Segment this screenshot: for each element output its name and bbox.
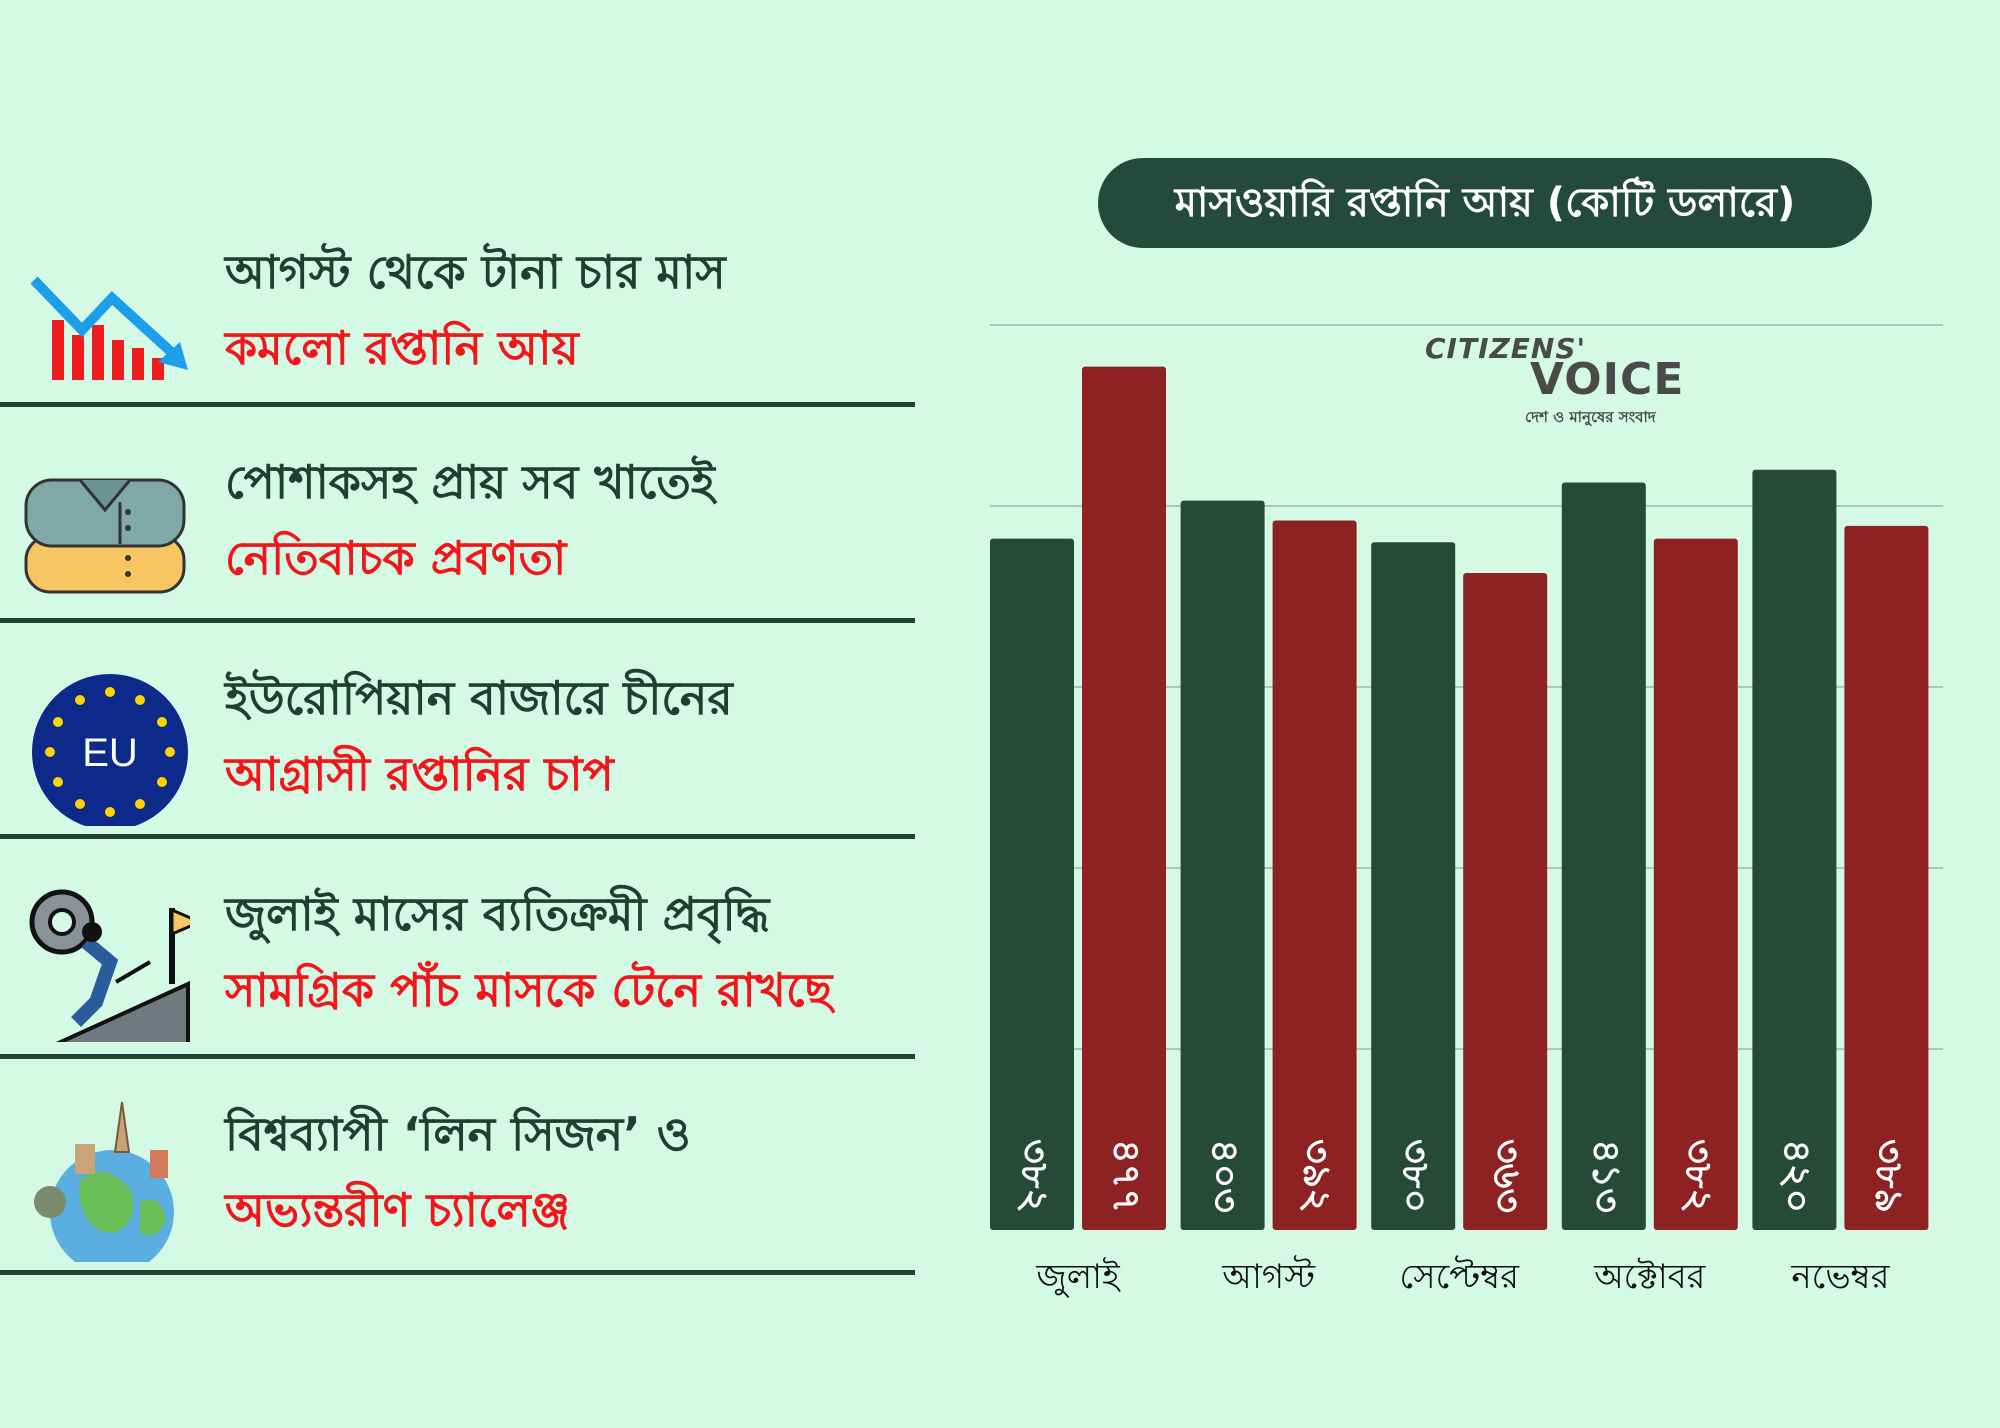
divider-5	[0, 1270, 915, 1275]
bar-red-5	[1844, 525, 1929, 1230]
point-1-line1: আগস্ট থেকে টানা চার মাস	[225, 245, 726, 299]
point-4-line2: সামগ্রিক পাঁচ মাসকে টেনে রাখছে	[225, 963, 833, 1017]
bar-value-label: ৪২০	[1775, 1139, 1819, 1213]
point-1-text: আগস্ট থেকে টানা চার মাস কমলো রপ্তানি আয়	[225, 234, 915, 386]
bar-green-4	[1561, 482, 1646, 1231]
bar-red-2	[1272, 520, 1357, 1230]
eu-icon-label: EU	[82, 731, 138, 775]
watermark-brand-top: CITIZENS'	[1425, 332, 1587, 365]
x-axis-tick-label: জুলাই	[1035, 1257, 1121, 1297]
watermark-tagline: দেশ ও মানুষের সংবাদ	[1525, 408, 1656, 426]
point-4-line1: জুলাই মাসের ব্যতিক্রমী প্রবৃদ্ধি	[225, 887, 770, 941]
point-3-line2: আগ্রাসী রপ্তানির চাপ	[225, 747, 614, 801]
bar-green-3	[1371, 542, 1456, 1230]
bar-green-5	[1752, 469, 1837, 1230]
point-3: EU ইউরোপিয়ান বাজারে চীনের আগ্রাসী রপ্তা…	[0, 626, 915, 842]
point-5-text: বিশ্বব্যাপী ‘লিন সিজন’ ও অভ্যন্তরীণ চ্যা…	[225, 1096, 915, 1248]
bar-chart: ৩৮২ ৪৭৭ জুলাই ৪০৩ ৩৯২ আগস্ট ৩৮০ ৩৬৩ সেপ্টেম্বর ৪১…	[990, 324, 1943, 1297]
bar-red-3	[1463, 572, 1548, 1230]
chart-title: মাসওয়ারি রপ্তানি আয় (কোটি ডলারে)	[1098, 158, 1872, 248]
divider-3	[0, 834, 915, 839]
bar-value-label: ৪৭৭	[1105, 1139, 1149, 1213]
point-3-text: ইউরোপিয়ান বাজারে চীনের আগ্রাসী রপ্তানির…	[225, 660, 915, 812]
watermark-brand-main: VOICE	[1530, 354, 1685, 405]
x-axis-tick-label: সেপ্টেম্বর	[1399, 1255, 1520, 1297]
x-axis-tick-label: অক্টোবর	[1593, 1257, 1706, 1297]
folded-shirts-icon	[20, 440, 190, 610]
point-4: জুলাই মাসের ব্যতিক্রমী প্রবৃদ্ধি সামগ্রি…	[0, 842, 915, 1058]
divider-4	[0, 1054, 915, 1059]
point-1: আগস্ট থেকে টানা চার মাস কমলো রপ্তানি আয়	[0, 200, 915, 416]
divider-1	[0, 402, 915, 407]
bar-value-label: ৪১৩	[1584, 1139, 1628, 1213]
bar-value-label: ৩৮৯	[1867, 1139, 1911, 1213]
point-2: পোশাকসহ প্রায় সব খাতেই নেতিবাচক প্রবণতা	[0, 410, 915, 626]
point-5-line1: বিশ্বব্যাপী ‘লিন সিজন’ ও	[225, 1107, 691, 1161]
point-4-text: জুলাই মাসের ব্যতিক্রমী প্রবৃদ্ধি সামগ্রি…	[225, 876, 915, 1028]
declining-bar-chart-icon	[20, 230, 190, 400]
point-2-line1: পোশাকসহ প্রায় সব খাতেই	[225, 455, 715, 509]
divider-2	[0, 618, 915, 623]
point-5: বিশ্বব্যাপী ‘লিন সিজন’ ও অভ্যন্তরীণ চ্যা…	[0, 1062, 915, 1278]
person-pushing-gear-uphill-icon	[20, 872, 204, 1058]
x-axis-tick-label: নভেম্বর	[1790, 1257, 1890, 1297]
point-1-line2: কমলো রপ্তানি আয়	[225, 321, 579, 375]
bar-green-2	[1180, 500, 1265, 1230]
bar-value-label: ৪০৩	[1203, 1139, 1247, 1213]
x-axis-tick-label: আগস্ট	[1221, 1255, 1316, 1297]
globe-landmarks-icon	[20, 1092, 190, 1274]
bar-value-label: ৩৮০	[1394, 1139, 1438, 1213]
point-2-line2: নেতিবাচক প্রবণতা	[225, 531, 567, 585]
eu-flag-icon: EU	[20, 656, 190, 830]
bar-green-1	[990, 538, 1074, 1230]
bar-value-label: ৩৬৩	[1486, 1139, 1530, 1213]
point-5-line2: অভ্যন্তরীণ চ্যালেঞ্জ	[225, 1183, 571, 1237]
point-3-line1: ইউরোপিয়ান বাজারে চীনের	[225, 671, 733, 725]
point-2-text: পোশাকসহ প্রায় সব খাতেই নেতিবাচক প্রবণতা	[225, 444, 915, 596]
bar-value-label: ৩৮২	[1676, 1139, 1720, 1213]
key-points-panel: আগস্ট থেকে টানা চার মাস কমলো রপ্তানি আয়…	[0, 0, 920, 1428]
bar-red-4	[1653, 538, 1738, 1230]
bar-red-1	[1082, 366, 1166, 1230]
bar-value-label: ৩৯২	[1295, 1139, 1339, 1213]
bar-value-label: ৩৮২	[1013, 1139, 1057, 1213]
citizens-voice-watermark: CITIZENS' VOICE দেশ ও মানুষের সংবাদ	[1425, 332, 1685, 432]
